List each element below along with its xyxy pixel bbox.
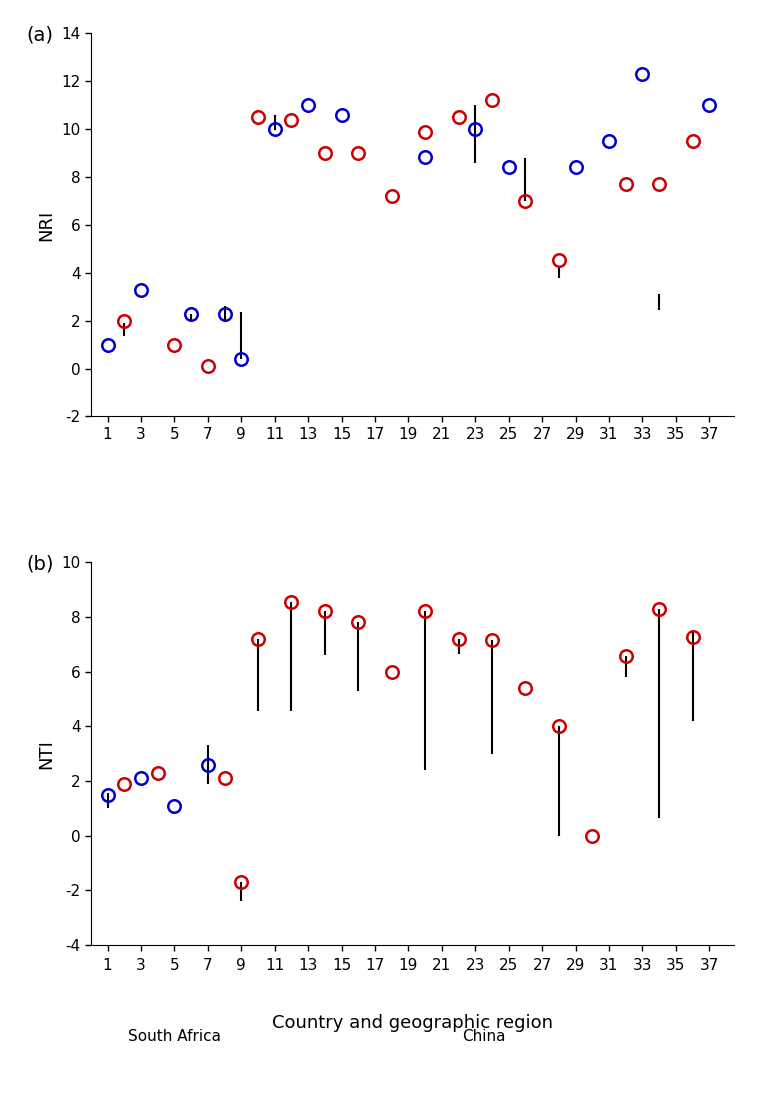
Y-axis label: NRI: NRI: [38, 209, 55, 240]
Text: China: China: [462, 1030, 506, 1044]
X-axis label: Country and geographic region: Country and geographic region: [272, 1014, 553, 1032]
Text: (b): (b): [26, 555, 54, 574]
Text: (a): (a): [26, 26, 54, 44]
Y-axis label: NTI: NTI: [38, 738, 55, 768]
Text: South Africa: South Africa: [128, 1030, 221, 1044]
